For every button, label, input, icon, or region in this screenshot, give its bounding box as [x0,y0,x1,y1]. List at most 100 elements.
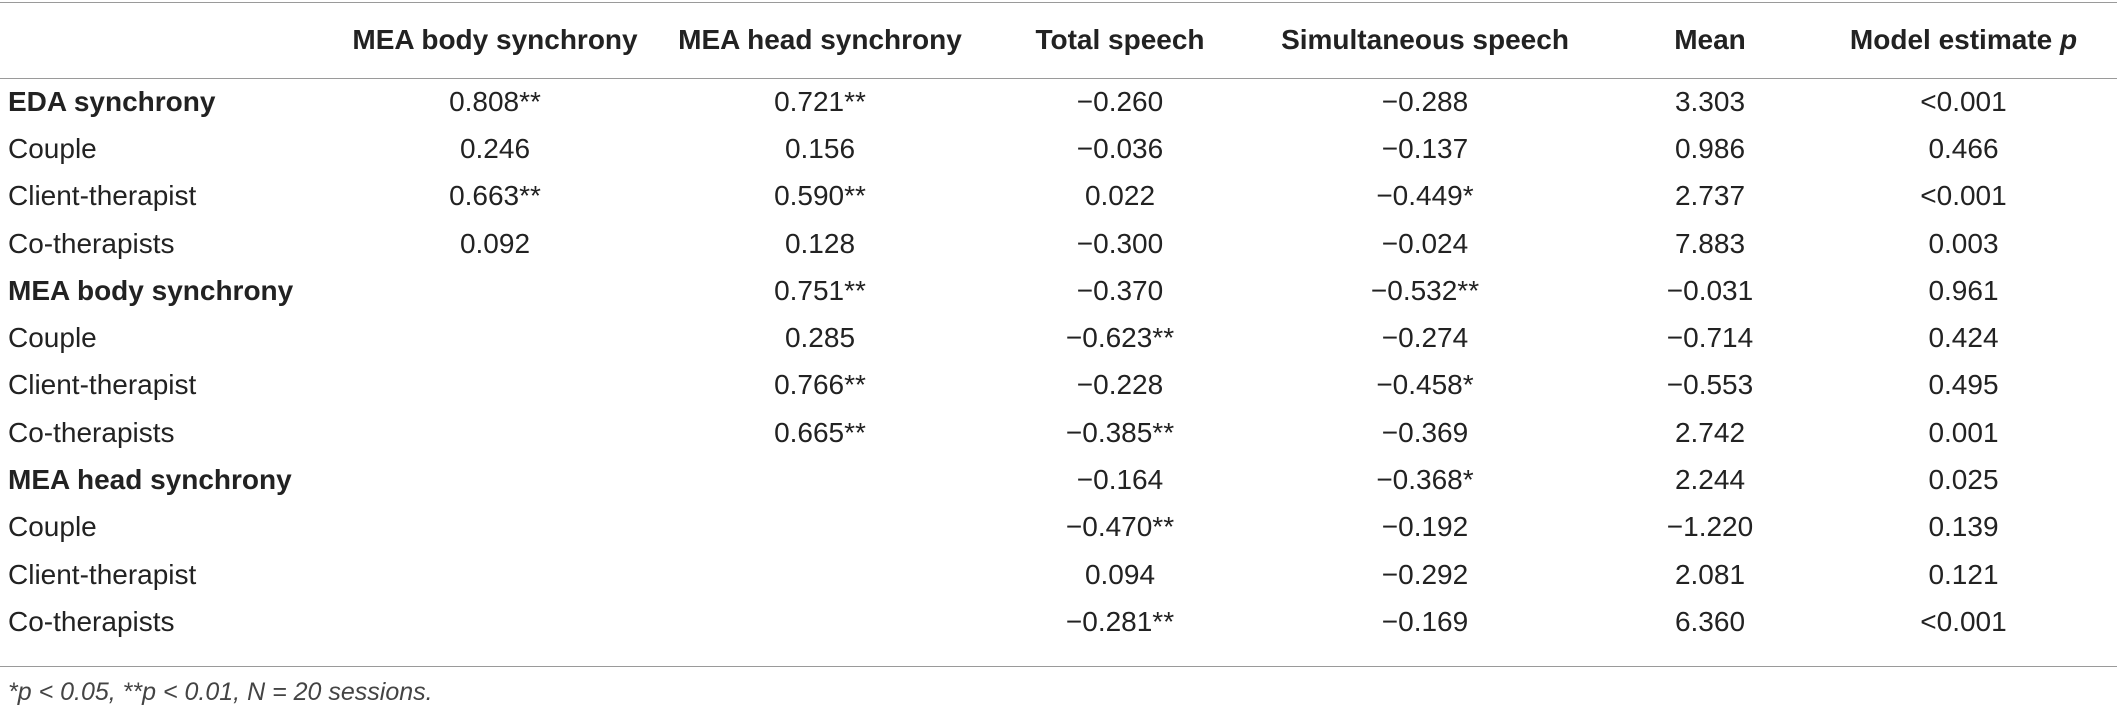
table-footnote: *p < 0.05, **p < 0.01, N = 20 sessions. [8,678,433,706]
table-cell: 0.092 [459,227,531,259]
table-cell: −0.137 [1381,132,1469,164]
table-cell: 0.003 [1928,227,1999,259]
table-cell: −0.024 [1381,227,1469,259]
table-cell: −0.288 [1381,85,1469,117]
table-cell [640,456,1000,503]
table-cell [350,314,640,361]
table-cell: −0.192 [1381,511,1469,543]
row-label: Client-therapist [8,558,197,590]
table-cell: <0.001 [1920,180,2007,212]
table-row: EDA synchrony 0.808** 0.721** −0.260 −0.288 3… [0,78,2117,125]
table-row: Client-therapist 0.663** 0.590** 0.022 −0.44… [0,173,2117,220]
table-row: Couple 0.246 0.156 −0.036 −0.137 0.986 0.466 [0,125,2117,172]
table-cell: 2.742 [1674,416,1746,448]
table-cell: 0.721** [774,85,866,117]
row-label: Client-therapist [8,369,197,401]
header-cell-mea-body: MEA body synchrony [352,24,638,55]
header-row: MEA body synchrony MEA head synchrony To… [0,2,2117,78]
table-cell: −0.470** [1065,511,1175,543]
correlation-table: MEA body synchrony MEA head synchrony To… [0,2,2117,646]
table-cell: 0.025 [1928,464,1999,496]
table-cell: −0.292 [1381,558,1469,590]
header-cell-total-speech: Total speech [1035,24,1205,55]
row-group-label: EDA synchrony [8,85,216,117]
table-cell: 0.121 [1928,558,1999,590]
row-label: Couple [8,322,97,354]
header-cell-model-estimate-p: Model estimate p [1810,2,2117,78]
table-cell: 0.495 [1928,369,1999,401]
table-cell: −0.260 [1076,85,1164,117]
table-cell: 0.590** [774,180,866,212]
table-row: Co-therapists 0.665** −0.385** −0.369 2.742 0… [0,409,2117,456]
table-cell: 0.424 [1928,322,1999,354]
table-cell: 2.081 [1674,558,1746,590]
table-cell: 0.751** [774,274,866,306]
table-cell: 0.001 [1928,416,1999,448]
table-cell: <0.001 [1920,605,2007,637]
table-cell [350,362,640,409]
table-cell [350,456,640,503]
table-row: Client-therapist 0.094 −0.292 2.081 0.121 [0,551,2117,598]
table-cell: −0.169 [1381,605,1469,637]
row-group-label: MEA body synchrony [8,274,294,306]
header-rule [0,78,2117,79]
table-cell: 0.094 [1084,558,1156,590]
table-cell [350,551,640,598]
table-cell: 0.766** [774,369,866,401]
table-row: Couple 0.285 −0.623** −0.274 −0.714 0.424 [0,314,2117,361]
header-cell-label [0,2,350,78]
table-cell: 0.663** [449,180,541,212]
table-cell [640,504,1000,551]
table-cell: −0.300 [1076,227,1164,259]
table-body: EDA synchrony 0.808** 0.721** −0.260 −0.288 3… [0,78,2117,646]
table-header: MEA body synchrony MEA head synchrony To… [0,2,2117,78]
table-cell [350,409,640,456]
top-rule [0,2,2117,3]
table-cell: 0.022 [1084,180,1156,212]
header-p-symbol: p [2059,24,2078,55]
table-cell: 7.883 [1674,227,1746,259]
row-label: Co-therapists [8,416,175,448]
table-cell: −0.281** [1065,605,1175,637]
table-cell [350,267,640,314]
table-cell: 2.244 [1674,464,1746,496]
table-cell: −0.458* [1376,369,1474,401]
table-row: Couple −0.470** −0.192 −1.220 0.139 [0,504,2117,551]
table-cell: −0.623** [1065,322,1175,354]
row-group-label: MEA head synchrony [8,464,292,496]
row-label: Co-therapists [8,605,175,637]
table-cell: 6.360 [1674,605,1746,637]
header-cell-mean: Mean [1674,24,1746,55]
table-cell: −0.369 [1381,416,1469,448]
table-cell: 0.285 [784,322,856,354]
table-cell: −0.532** [1370,274,1480,306]
table-cell [640,598,1000,645]
row-label: Couple [8,511,97,543]
row-label: Client-therapist [8,180,197,212]
table-cell: 0.665** [774,416,866,448]
table-row: MEA head synchrony −0.164 −0.368* 2.244 0.02… [0,456,2117,503]
table-cell: −0.714 [1666,322,1754,354]
table-cell: <0.001 [1920,85,2007,117]
table-cell [350,504,640,551]
table-cell: −1.220 [1666,511,1754,543]
table-cell: −0.164 [1076,464,1164,496]
header-cell-simultaneous-speech: Simultaneous speech [1281,24,1569,55]
table-cell: −0.274 [1381,322,1469,354]
header-cell-mea-head: MEA head synchrony [678,24,962,55]
row-label: Co-therapists [8,227,175,259]
table-cell: 0.246 [459,132,531,164]
table-cell: −0.370 [1076,274,1164,306]
table-cell: −0.553 [1666,369,1754,401]
table-cell: 0.808** [449,85,541,117]
table-row: Co-therapists 0.092 0.128 −0.300 −0.024 7.883… [0,220,2117,267]
table-cell: 0.128 [784,227,856,259]
table-cell: −0.385** [1065,416,1175,448]
table-cell: 0.961 [1928,274,1999,306]
table-cell [350,598,640,645]
table-cell: 0.156 [784,132,856,164]
table-cell [640,551,1000,598]
table-row: Co-therapists −0.281** −0.169 6.360 <0.001 [0,598,2117,645]
table-cell: 2.737 [1674,180,1746,212]
